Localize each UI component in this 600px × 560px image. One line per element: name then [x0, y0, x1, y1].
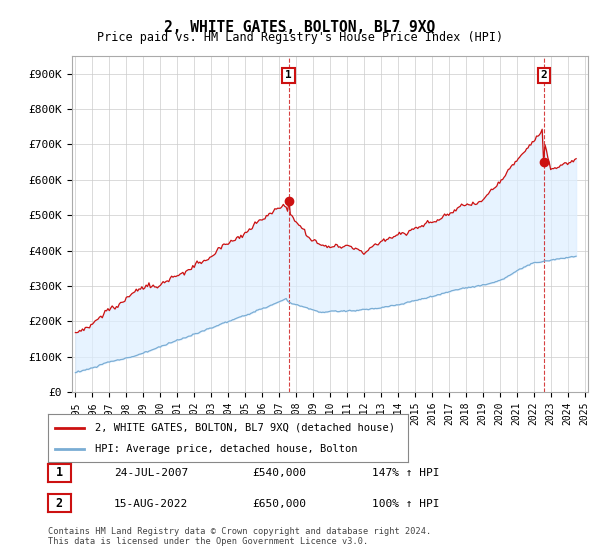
Text: 1: 1	[56, 466, 63, 479]
Text: 15-AUG-2022: 15-AUG-2022	[114, 499, 188, 509]
Text: £540,000: £540,000	[252, 468, 306, 478]
Text: 2, WHITE GATES, BOLTON, BL7 9XQ (detached house): 2, WHITE GATES, BOLTON, BL7 9XQ (detache…	[95, 423, 395, 433]
Text: 24-JUL-2007: 24-JUL-2007	[114, 468, 188, 478]
Text: 100% ↑ HPI: 100% ↑ HPI	[372, 499, 439, 509]
Text: HPI: Average price, detached house, Bolton: HPI: Average price, detached house, Bolt…	[95, 444, 358, 454]
Text: 2, WHITE GATES, BOLTON, BL7 9XQ: 2, WHITE GATES, BOLTON, BL7 9XQ	[164, 20, 436, 35]
Text: Price paid vs. HM Land Registry's House Price Index (HPI): Price paid vs. HM Land Registry's House …	[97, 31, 503, 44]
Text: 147% ↑ HPI: 147% ↑ HPI	[372, 468, 439, 478]
Text: 1: 1	[285, 71, 292, 81]
Text: 2: 2	[541, 71, 548, 81]
Text: Contains HM Land Registry data © Crown copyright and database right 2024.
This d: Contains HM Land Registry data © Crown c…	[48, 526, 431, 546]
Text: 2: 2	[56, 497, 63, 510]
Text: £650,000: £650,000	[252, 499, 306, 509]
